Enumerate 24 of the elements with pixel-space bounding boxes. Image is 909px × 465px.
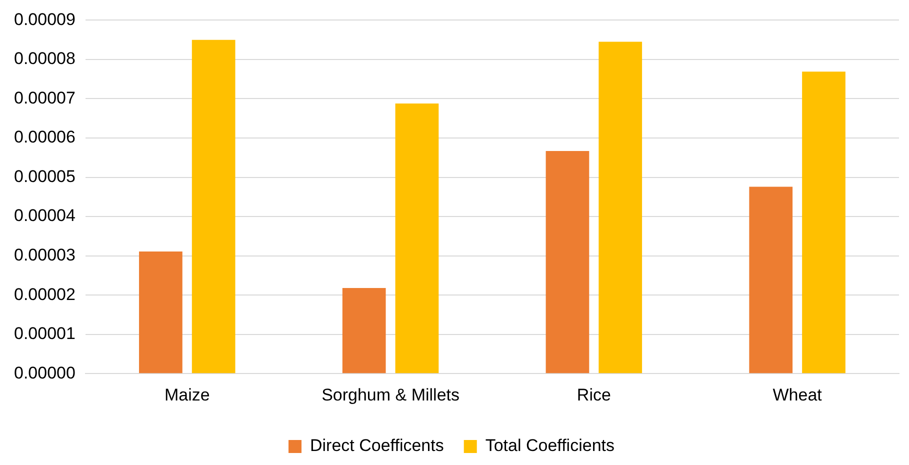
y-tick-label: 0.00004 <box>14 206 76 226</box>
bar <box>139 251 182 374</box>
bar <box>749 186 793 374</box>
y-tick-label: 0.00008 <box>14 49 76 68</box>
legend-label: Total Coefficients <box>485 436 615 456</box>
legend-label: Direct Coefficents <box>310 436 444 456</box>
y-tick-label: 0.00009 <box>14 10 76 29</box>
y-tick-label: 0.00007 <box>14 88 76 108</box>
x-tick-label: Sorghum & Millets <box>322 385 460 404</box>
y-tick-label: 0.00001 <box>14 324 76 344</box>
bar <box>598 42 642 374</box>
x-tick-label: Wheat <box>772 385 822 404</box>
bar <box>192 40 236 374</box>
bar <box>395 103 439 374</box>
y-tick-label: 0.00003 <box>14 245 76 264</box>
bar <box>802 72 846 374</box>
y-tick-label: 0.00002 <box>14 284 76 304</box>
y-tick-label: 0.00005 <box>14 166 76 186</box>
bar <box>546 150 590 374</box>
x-tick-label: Maize <box>164 385 210 404</box>
y-tick-label: 0.00006 <box>14 128 76 147</box>
x-tick-label: Rice <box>576 385 611 404</box>
y-tick-label: 0.00000 <box>14 363 76 382</box>
bar <box>342 288 386 374</box>
